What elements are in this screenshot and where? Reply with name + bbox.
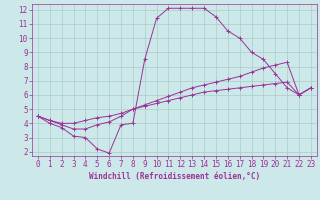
X-axis label: Windchill (Refroidissement éolien,°C): Windchill (Refroidissement éolien,°C) — [89, 172, 260, 181]
